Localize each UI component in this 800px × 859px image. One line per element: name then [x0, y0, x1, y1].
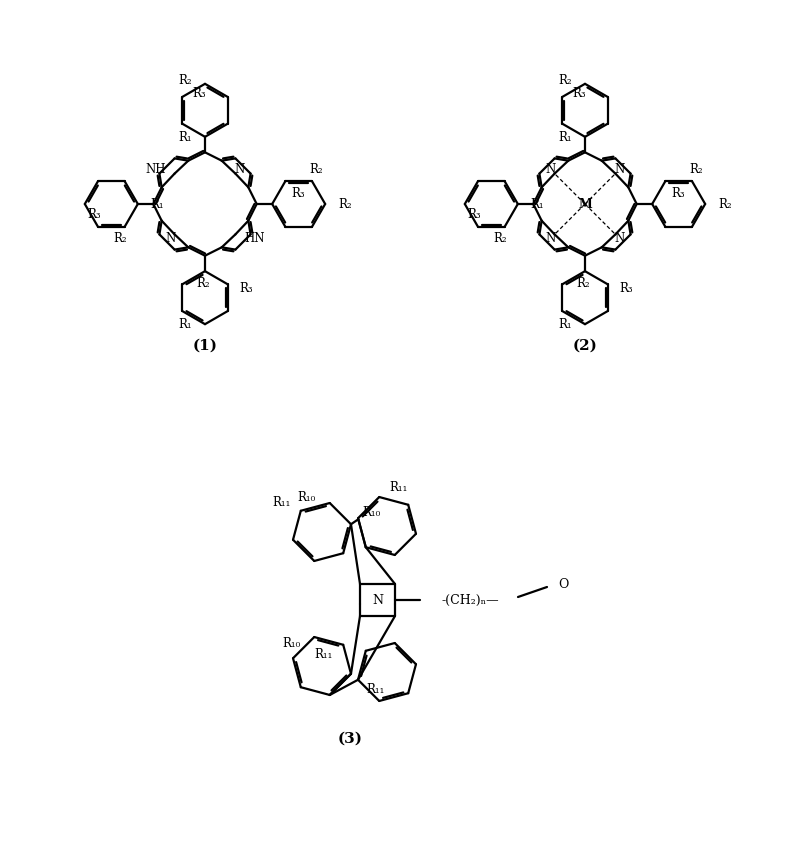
Text: (3): (3)	[338, 732, 362, 746]
Text: R₂: R₂	[338, 198, 352, 210]
Text: R₃: R₃	[192, 87, 206, 100]
Text: R₂: R₂	[114, 233, 127, 246]
Text: N: N	[546, 163, 556, 176]
Text: R₁: R₁	[178, 318, 192, 331]
Text: N: N	[614, 232, 625, 245]
Text: R₃: R₃	[291, 186, 305, 199]
Text: R₁₀: R₁₀	[298, 490, 316, 503]
Text: R₂: R₂	[178, 75, 192, 88]
Text: (1): (1)	[193, 339, 218, 353]
Text: R₁: R₁	[151, 198, 165, 210]
Text: R₃: R₃	[619, 282, 633, 295]
Text: R₃: R₃	[671, 186, 685, 199]
Text: NH: NH	[145, 163, 166, 176]
Text: HN: HN	[245, 232, 265, 245]
Text: R₂: R₂	[494, 233, 507, 246]
Text: R₂: R₂	[309, 162, 322, 175]
Text: (2): (2)	[573, 339, 598, 353]
Text: R₃: R₃	[572, 87, 586, 100]
Text: N: N	[373, 594, 383, 606]
Text: R₃: R₃	[239, 282, 253, 295]
Text: R₁₁: R₁₁	[315, 649, 334, 661]
Text: M: M	[578, 198, 592, 210]
Text: R₁₀: R₁₀	[362, 506, 380, 519]
Text: R₂: R₂	[558, 75, 572, 88]
Text: N: N	[234, 163, 245, 176]
Text: R₁: R₁	[558, 131, 572, 144]
Text: R₁: R₁	[531, 198, 545, 210]
Text: R₁₁: R₁₁	[273, 497, 290, 509]
Text: N: N	[546, 232, 556, 245]
Text: R₂: R₂	[718, 198, 732, 210]
Text: R₂: R₂	[576, 277, 590, 289]
Text: N: N	[614, 163, 625, 176]
Text: O: O	[558, 578, 568, 592]
Text: R₁: R₁	[178, 131, 192, 144]
Text: R₂: R₂	[196, 277, 210, 289]
Text: -(CH₂)ₙ—: -(CH₂)ₙ—	[441, 594, 499, 606]
Text: R₃: R₃	[467, 209, 481, 222]
Text: R₁₁: R₁₁	[366, 683, 384, 697]
Text: R₁₁: R₁₁	[390, 480, 408, 494]
Text: R₂: R₂	[689, 162, 702, 175]
Text: N: N	[166, 232, 176, 245]
Text: R₁: R₁	[558, 318, 572, 331]
Text: R₃: R₃	[87, 209, 101, 222]
Text: R₁₀: R₁₀	[282, 637, 300, 649]
